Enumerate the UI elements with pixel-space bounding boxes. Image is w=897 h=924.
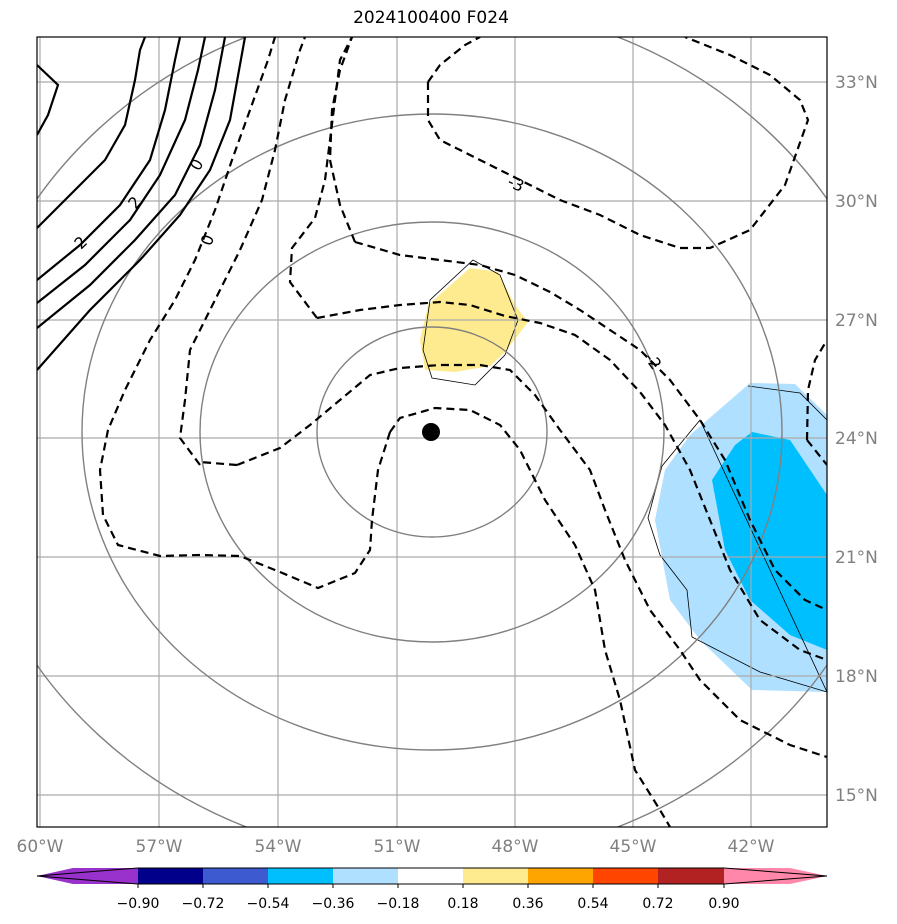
colorbar-tick-label: 0.36 — [512, 896, 543, 912]
map-title: 2024100400 F024 — [353, 8, 509, 28]
shade-outline-positive — [422, 259, 519, 386]
colorbar-tick-label: 0.54 — [577, 896, 608, 912]
colorbar-segment — [138, 868, 203, 884]
lat-label: 24°N — [835, 429, 878, 449]
colorbar-segment — [333, 868, 398, 884]
colorbar-segment — [724, 868, 827, 884]
colorbar-tick-label: −0.36 — [312, 896, 355, 912]
distance-rings — [37, 37, 827, 827]
dashed-contours — [98, 37, 827, 827]
contour-labels: 0 0 2 2 -3 -2 — [70, 156, 665, 374]
map-frame — [36, 36, 828, 828]
lon-label: 57°W — [136, 837, 183, 857]
colorbar-segment — [37, 868, 138, 884]
lon-label: 48°W — [492, 837, 539, 857]
colorbar-tick-label: 0.90 — [708, 896, 739, 912]
negative-anomaly-shade-dark — [712, 432, 827, 650]
longitude-labels: 60°W 57°W 54°W 51°W 48°W 45°W 42°W — [17, 837, 775, 857]
lon-label: 42°W — [728, 837, 775, 857]
colorbar-tick-labels: −0.90 −0.72 −0.54 −0.36 −0.18 0.18 0.36 … — [117, 896, 740, 912]
contour-label: -2 — [641, 349, 666, 373]
map-plot-area: 0 0 2 2 -3 -2 — [37, 37, 827, 827]
colorbar-segment — [203, 868, 268, 884]
lon-label: 60°W — [17, 837, 64, 857]
storm-center-marker — [422, 423, 440, 441]
colorbar-segment — [398, 868, 463, 884]
colorbar-tick-label: −0.90 — [117, 896, 160, 912]
solid-contours — [37, 37, 247, 371]
colorbar-segment — [658, 868, 724, 884]
contour-label: 2 — [124, 193, 145, 213]
lat-label: 30°N — [835, 192, 878, 212]
colorbar — [36, 867, 828, 888]
colorbar-tick-label: −0.72 — [182, 896, 225, 912]
latitude-labels: 33°N 30°N 27°N 24°N 21°N 18°N 15°N — [835, 73, 878, 806]
lat-label: 15°N — [835, 786, 878, 806]
colorbar-segment — [463, 868, 528, 884]
lat-label: 33°N — [835, 73, 878, 93]
contour-label: 0 — [186, 156, 208, 174]
colorbar-segment — [268, 868, 333, 884]
lat-label: 27°N — [835, 311, 878, 331]
lat-label: 18°N — [835, 667, 878, 687]
colorbar-tick-label: 0.18 — [447, 896, 478, 912]
lon-label: 51°W — [374, 837, 421, 857]
colorbar-segment — [593, 868, 658, 884]
lat-label: 21°N — [835, 548, 878, 568]
colorbar-tick-label: 0.72 — [642, 896, 673, 912]
lon-label: 54°W — [255, 837, 302, 857]
lon-label: 45°W — [610, 837, 657, 857]
colorbar-tick-label: −0.18 — [377, 896, 420, 912]
colorbar-segment — [528, 868, 593, 884]
shade-outline-negative — [647, 385, 827, 693]
colorbar-tick-label: −0.54 — [247, 896, 290, 912]
contour-label: -3 — [505, 172, 527, 196]
